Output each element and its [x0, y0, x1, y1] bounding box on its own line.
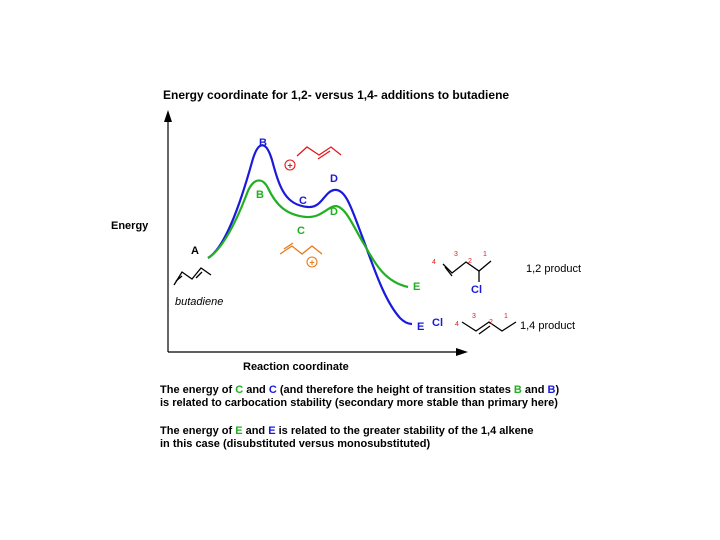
product-12-substituent: Cl — [471, 284, 482, 296]
cation-charge-icon — [284, 159, 296, 171]
energy-curve-blue — [207, 144, 413, 326]
point-label-b-blue: B — [259, 137, 267, 149]
caption-2-line-2: in this case (disubstituted versus monos… — [160, 438, 430, 450]
point-label-e-green: E — [413, 281, 420, 293]
product-12-structure: 4 3 2 1 Cl — [432, 251, 492, 296]
product-14-substituent: Cl — [432, 317, 443, 329]
svg-text:4: 4 — [432, 259, 436, 266]
x-axis-label: Reaction coordinate — [243, 361, 349, 373]
svg-text:+: + — [287, 161, 292, 171]
svg-text:2: 2 — [489, 319, 493, 326]
point-label-d-green: D — [330, 206, 338, 218]
point-label-b-green: B — [256, 189, 264, 201]
y-axis-arrow-icon — [164, 110, 172, 122]
svg-text:1: 1 — [504, 313, 508, 320]
svg-text:3: 3 — [454, 251, 458, 258]
point-label-c-green: C — [297, 225, 305, 237]
point-label-c-blue: C — [299, 195, 307, 207]
caption-1-line-1: The energy of C and C (and therefore the… — [160, 384, 559, 396]
svg-text:2: 2 — [468, 258, 472, 265]
point-label-e-blue: E — [417, 321, 424, 333]
svg-text:1: 1 — [483, 251, 487, 258]
y-axis-label: Energy — [111, 220, 149, 232]
cation-charge-icon — [306, 256, 318, 268]
svg-text:3: 3 — [472, 313, 476, 320]
butadiene-structure — [173, 267, 212, 286]
secondary-carbocation-structure: + — [279, 242, 323, 268]
caption-2-line-1: The energy of E and E is related to the … — [160, 425, 534, 437]
diagram-title: Energy coordinate for 1,2- versus 1,4- a… — [163, 88, 509, 102]
svg-text:+: + — [309, 258, 314, 268]
svg-text:4: 4 — [455, 321, 459, 328]
butadiene-label: butadiene — [175, 296, 223, 308]
product-14-structure: Cl 4 3 2 1 — [432, 313, 517, 335]
caption-1-line-2: is related to carbocation stability (sec… — [160, 397, 558, 409]
energy-curve-green — [207, 179, 409, 289]
product-12-label: 1,2 product — [526, 263, 581, 275]
point-label-a: A — [191, 245, 199, 257]
primary-carbocation-structure: + — [284, 146, 342, 171]
point-label-d-blue: D — [330, 173, 338, 185]
product-14-label: 1,4 product — [520, 320, 575, 332]
x-axis-arrow-icon — [456, 348, 468, 356]
